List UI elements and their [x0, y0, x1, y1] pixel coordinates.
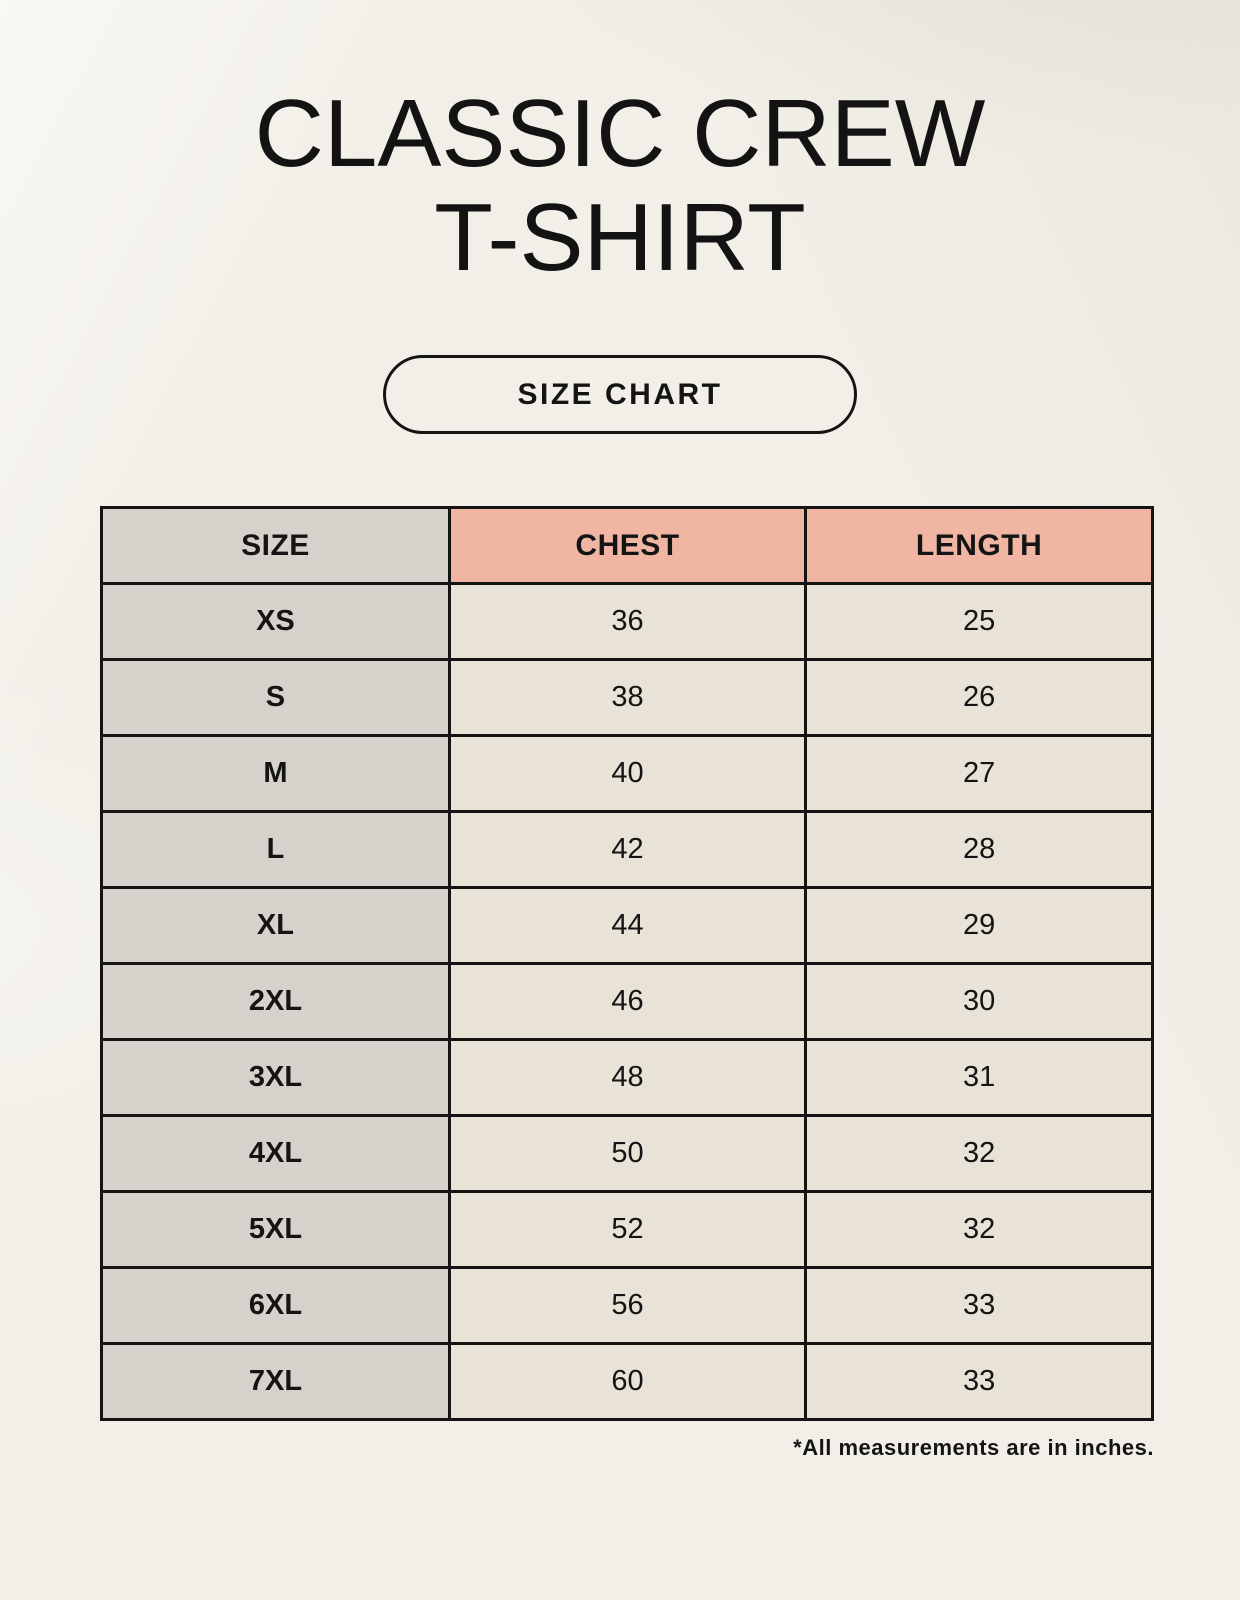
- table-header-row: SIZE CHEST LENGTH: [100, 506, 1154, 586]
- table-row: 3XL 48 31: [100, 1038, 1154, 1118]
- length-cell: 29: [804, 886, 1154, 966]
- table-row: L 42 28: [100, 810, 1154, 890]
- table-row: 4XL 50 32: [100, 1114, 1154, 1194]
- chest-cell: 56: [447, 1266, 808, 1346]
- chest-cell: 48: [447, 1038, 808, 1118]
- length-cell: 28: [804, 810, 1154, 890]
- size-cell: XS: [100, 582, 451, 662]
- length-cell: 32: [804, 1190, 1154, 1270]
- length-cell: 33: [804, 1342, 1154, 1422]
- measurements-note: *All measurements are in inches.: [793, 1435, 1154, 1461]
- table-row: 2XL 46 30: [100, 962, 1154, 1042]
- chest-cell: 50: [447, 1114, 808, 1194]
- page: CLASSIC CREW T-SHIRT SIZE CHART SIZE CHE…: [0, 0, 1240, 1461]
- size-cell: 3XL: [100, 1038, 451, 1118]
- page-title-line1: CLASSIC CREW: [254, 80, 986, 187]
- size-cell: XL: [100, 886, 451, 966]
- length-cell: 25: [804, 582, 1154, 662]
- chest-cell: 52: [447, 1190, 808, 1270]
- size-cell: 5XL: [100, 1190, 451, 1270]
- page-title-line2: T-SHIRT: [434, 183, 806, 291]
- size-cell: L: [100, 810, 451, 890]
- table-row: XL 44 29: [100, 886, 1154, 966]
- chest-cell: 44: [447, 886, 808, 966]
- size-cell: M: [100, 734, 451, 814]
- chest-cell: 38: [447, 658, 808, 738]
- table-row: 6XL 56 33: [100, 1266, 1154, 1346]
- table-row: 7XL 60 33: [100, 1342, 1154, 1422]
- size-cell: 7XL: [100, 1342, 451, 1422]
- page-title: CLASSIC CREW T-SHIRT: [0, 0, 1240, 289]
- length-cell: 33: [804, 1266, 1154, 1346]
- chest-cell: 36: [447, 582, 808, 662]
- table-row: S 38 26: [100, 658, 1154, 738]
- chest-cell: 46: [447, 962, 808, 1042]
- size-cell: 6XL: [100, 1266, 451, 1346]
- size-cell: 2XL: [100, 962, 451, 1042]
- column-header-size: SIZE: [100, 506, 451, 586]
- column-header-chest: CHEST: [447, 506, 808, 586]
- length-cell: 27: [804, 734, 1154, 814]
- length-cell: 32: [804, 1114, 1154, 1194]
- size-chart-button[interactable]: SIZE CHART: [383, 355, 857, 435]
- size-cell: 4XL: [100, 1114, 451, 1194]
- table-row: XS 36 25: [100, 582, 1154, 662]
- table-row: M 40 27: [100, 734, 1154, 814]
- table-row: 5XL 52 32: [100, 1190, 1154, 1270]
- size-chart-table: SIZE CHEST LENGTH XS 36 25 S 38 26 M 40 …: [100, 506, 1154, 1422]
- chest-cell: 40: [447, 734, 808, 814]
- length-cell: 30: [804, 962, 1154, 1042]
- chest-cell: 42: [447, 810, 808, 890]
- chest-cell: 60: [447, 1342, 808, 1422]
- column-header-length: LENGTH: [804, 506, 1154, 586]
- size-cell: S: [100, 658, 451, 738]
- length-cell: 26: [804, 658, 1154, 738]
- length-cell: 31: [804, 1038, 1154, 1118]
